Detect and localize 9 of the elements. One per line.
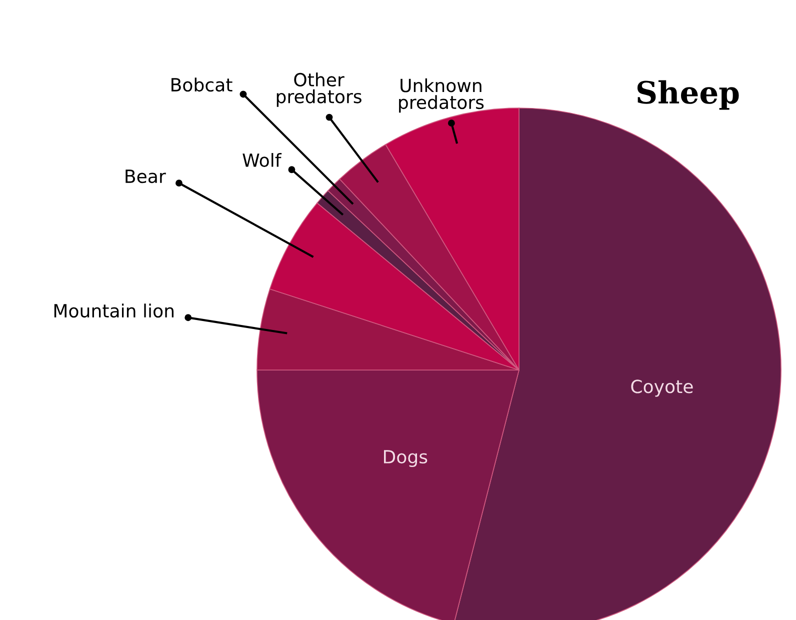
slice-label: Mountain lion bbox=[54, 304, 174, 318]
slice-label: Unknown predators bbox=[399, 78, 484, 113]
slice-label: Dogs bbox=[384, 450, 428, 468]
slice-label: Bobcat bbox=[172, 78, 232, 92]
chart-title: Sheep bbox=[637, 80, 739, 110]
slice-label: Bear bbox=[126, 170, 166, 184]
slice-label: Wolf bbox=[242, 153, 282, 167]
slice-label: Other predators bbox=[276, 72, 362, 107]
slice-label: Coyote bbox=[631, 380, 693, 397]
